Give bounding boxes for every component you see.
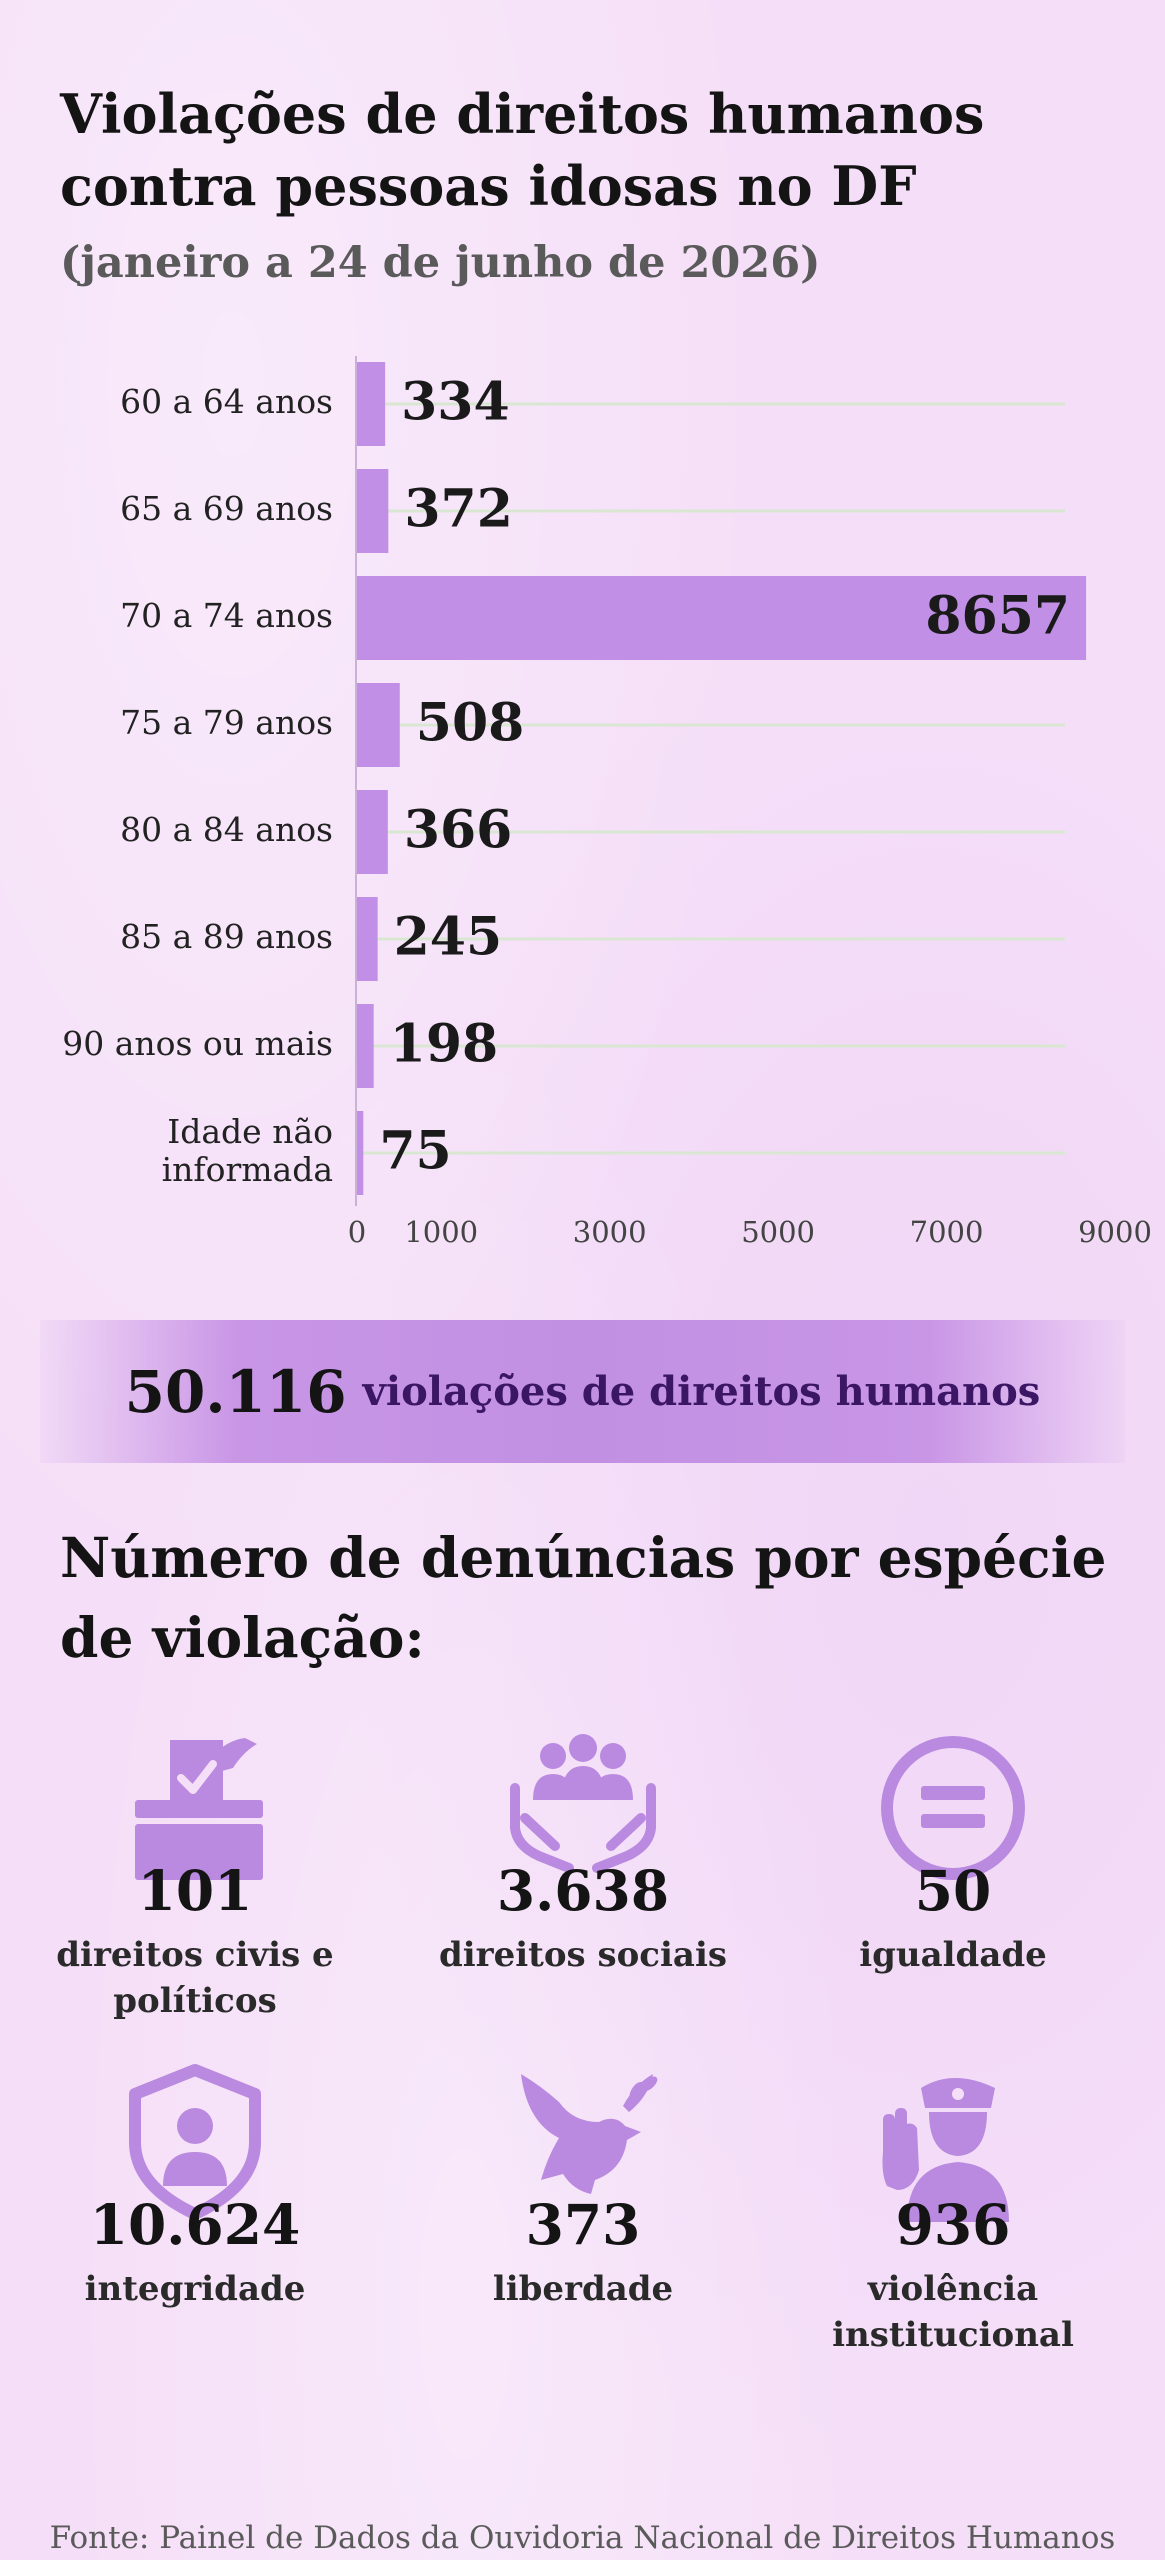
bar [357, 897, 378, 981]
equality-icon [881, 1736, 1025, 1880]
category-label: 65 a 69 anos [120, 489, 333, 528]
x-tick-label: 0 [348, 1215, 366, 1249]
total-banner: 50.116 violações de direitos humanos [40, 1320, 1125, 1463]
category-label: violência institucional [832, 2269, 1074, 2355]
category-value: 50 [914, 1858, 992, 1923]
category-label: liberdade [492, 2269, 674, 2309]
community-hands-icon [510, 1734, 656, 1873]
category-value: 3.638 [496, 1858, 670, 1923]
category-label: 85 a 89 anos [120, 917, 333, 956]
value-label: 508 [416, 693, 525, 754]
category-label: 60 a 64 anos [120, 382, 333, 421]
category-equality: 50 igualdade [763, 1728, 1143, 2028]
value-label: 334 [401, 372, 510, 433]
category-civil-political: 101 direitos civis e políticos [5, 1728, 385, 2028]
value-label: 366 [404, 800, 513, 861]
section-title: Número de denúncias por espécie de viola… [60, 1525, 1107, 1670]
value-label: 8657 [925, 586, 1070, 647]
x-tick-label: 9000 [1078, 1215, 1152, 1249]
bar [357, 1004, 374, 1088]
page-title: Violações de direitos humanos contra pes… [60, 82, 985, 218]
x-tick-label: 7000 [910, 1215, 984, 1249]
category-value: 936 [895, 2192, 1011, 2257]
x-tick-label: 5000 [741, 1215, 815, 1249]
category-institutional-violence: 936 violência institucional [763, 2062, 1143, 2362]
bar [357, 790, 388, 874]
category-label: direitos sociais [438, 1935, 728, 1975]
category-label: Idade não informada [162, 1112, 333, 1189]
dove-icon [521, 2074, 658, 2194]
bar [357, 576, 1087, 660]
page-subtitle: (janeiro a 24 de junho de 2026) [60, 238, 821, 288]
value-label: 198 [390, 1014, 499, 1075]
age-bar-chart: 60 a 64 anos 334 65 a 69 anos 372 70 a 74 an… [62, 356, 1152, 1249]
category-value: 101 [137, 1858, 253, 1923]
source-note: Fonte: Painel de Dados da Ouvidoria Naci… [49, 2520, 1116, 2556]
total-number: 50.116 [124, 1357, 347, 1426]
category-social-rights: 3.638 direitos sociais [393, 1728, 773, 2028]
total-label: violações de direitos humanos [362, 1368, 1041, 1415]
bar [357, 1111, 364, 1195]
shield-person-icon [129, 2064, 261, 2220]
category-label: integridade [84, 2269, 306, 2309]
category-integrity: 10.624 integridade [5, 2062, 385, 2362]
category-label: 70 a 74 anos [120, 596, 333, 635]
category-value: 10.624 [89, 2192, 301, 2257]
bar [357, 362, 386, 446]
x-tick-label: 3000 [573, 1215, 647, 1249]
category-label: 75 a 79 anos [120, 703, 333, 742]
bar [357, 469, 389, 553]
police-officer-icon [882, 2078, 1009, 2222]
bar [357, 683, 400, 767]
category-label: 90 anos ou mais [62, 1024, 333, 1063]
ballot-box-icon [135, 1738, 263, 1880]
category-freedom: 373 liberdade [393, 2062, 773, 2362]
x-tick-label: 1000 [404, 1215, 478, 1249]
category-label: igualdade [859, 1935, 1047, 1975]
category-label: direitos civis e políticos [56, 1935, 334, 2021]
value-label: 372 [404, 479, 513, 540]
category-value: 373 [525, 2192, 641, 2257]
value-label: 75 [379, 1121, 451, 1182]
category-label: 80 a 84 anos [120, 810, 333, 849]
value-label: 245 [394, 907, 503, 968]
